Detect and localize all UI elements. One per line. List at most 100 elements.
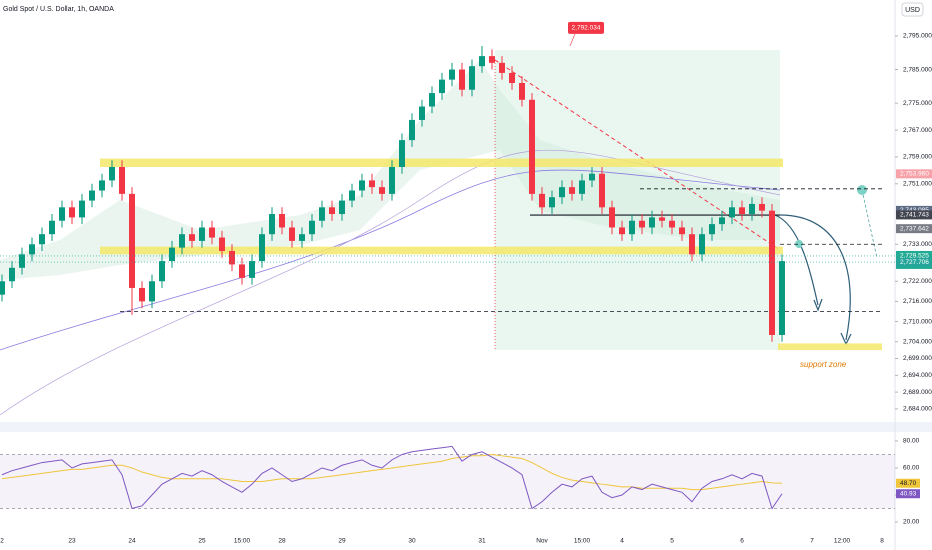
rsi-badge-label: 48.70 <box>900 480 917 487</box>
candle-body <box>219 237 225 251</box>
x-tick-label: 8 <box>880 538 884 545</box>
candle-body <box>229 250 235 265</box>
candle-body <box>49 220 55 235</box>
x-tick-label: 5 <box>670 538 674 545</box>
candle-body <box>559 187 565 198</box>
candle-body <box>529 99 535 194</box>
candle-body <box>59 207 65 221</box>
candle-body <box>779 261 785 335</box>
candle-body <box>389 166 395 194</box>
candle-body <box>499 62 505 73</box>
marker-stem <box>569 33 576 47</box>
candle-body <box>359 180 365 191</box>
candle-body <box>569 187 575 194</box>
candle-body <box>269 214 275 235</box>
candle-body <box>709 224 715 235</box>
rsi-tick-label: 20.00 <box>903 519 920 526</box>
moving-average <box>0 169 781 351</box>
rsi-line <box>1 445 783 510</box>
candle-body <box>439 79 445 94</box>
price-badge <box>896 210 932 220</box>
candle-body <box>0 281 5 295</box>
x-tick-label: 28 <box>278 538 286 545</box>
x-tick-label: 24 <box>128 538 136 545</box>
price-badge-label: 2,753.960 <box>900 171 929 178</box>
candle-body <box>749 203 755 215</box>
candle-body <box>289 227 295 241</box>
y-tick-label: 2,699.000 <box>903 355 932 362</box>
candle-body <box>99 180 105 191</box>
marker-dot <box>795 240 803 248</box>
price-badge <box>896 169 932 179</box>
forecast-arrow <box>774 214 819 306</box>
candle-body <box>669 220 675 228</box>
x-tick-label: Nov <box>536 538 548 545</box>
currency-button[interactable] <box>901 2 924 17</box>
candle-body <box>719 217 725 225</box>
candle-body <box>119 166 125 194</box>
x-tick-label: 31 <box>478 538 486 545</box>
currency-label[interactable]: USD <box>905 7 920 14</box>
price-badge <box>896 257 932 267</box>
rsi-badge-label: 40.93 <box>900 490 917 497</box>
candle-body <box>599 173 605 208</box>
candle-body <box>549 197 555 208</box>
price-badge-label: 2,727.706 <box>900 259 929 266</box>
candle-body <box>659 217 665 221</box>
candle-body <box>409 119 415 141</box>
x-tick-label: 12:00 <box>834 538 851 545</box>
candle-body <box>39 234 45 245</box>
candle-body <box>609 207 615 228</box>
y-tick-label: 2,785.000 <box>903 66 932 73</box>
candle-body <box>239 264 245 278</box>
forecast-arrow <box>861 189 878 259</box>
candle-body <box>519 82 525 100</box>
candle-body <box>169 247 175 262</box>
price-badge-label: 2,729.525 <box>900 253 929 260</box>
zone <box>778 343 882 351</box>
high-marker-label: 2,792.034 <box>572 25 601 32</box>
candle-body <box>209 227 215 238</box>
pane-separator <box>0 422 932 432</box>
y-tick-label: 2,716.000 <box>903 298 932 305</box>
candle-body <box>319 207 325 221</box>
candle-body <box>479 56 485 67</box>
y-tick-label: 2,795.000 <box>903 33 932 40</box>
price-badge-label: 2,741.743 <box>900 212 929 219</box>
candle-body <box>349 190 355 201</box>
rsi-band <box>0 454 895 509</box>
candle-body <box>299 234 305 241</box>
candle-body <box>109 166 115 181</box>
price-badge <box>896 205 932 215</box>
y-tick-label: 2,704.000 <box>903 338 932 345</box>
x-tick-label: 7 <box>810 538 814 545</box>
zone <box>100 158 783 167</box>
candle-body <box>509 72 515 83</box>
rsi-tick-label: 80.00 <box>903 438 920 445</box>
candle-body <box>309 220 315 235</box>
candle-body <box>419 106 425 120</box>
candle-body <box>149 281 155 302</box>
rsi-badge <box>896 489 920 499</box>
candle-body <box>159 261 165 282</box>
candle-body <box>729 207 735 218</box>
candle-body <box>689 234 695 255</box>
candle-body <box>589 173 595 181</box>
x-tick-label: 15:00 <box>574 538 591 545</box>
candle-body <box>199 227 205 241</box>
candle-body <box>489 56 495 63</box>
candle-body <box>79 200 85 218</box>
candle-body <box>249 261 255 278</box>
rsi-badge <box>896 478 920 488</box>
candle-body <box>19 254 25 268</box>
candle-body <box>449 69 455 80</box>
candle-body <box>89 190 95 201</box>
candle-body <box>399 140 405 167</box>
y-tick-label: 2,689.000 <box>903 389 932 396</box>
x-tick-label: 4 <box>620 538 624 545</box>
candle-body <box>619 227 625 235</box>
y-tick-label: 2,775.000 <box>903 100 932 107</box>
candle-body <box>369 180 375 188</box>
